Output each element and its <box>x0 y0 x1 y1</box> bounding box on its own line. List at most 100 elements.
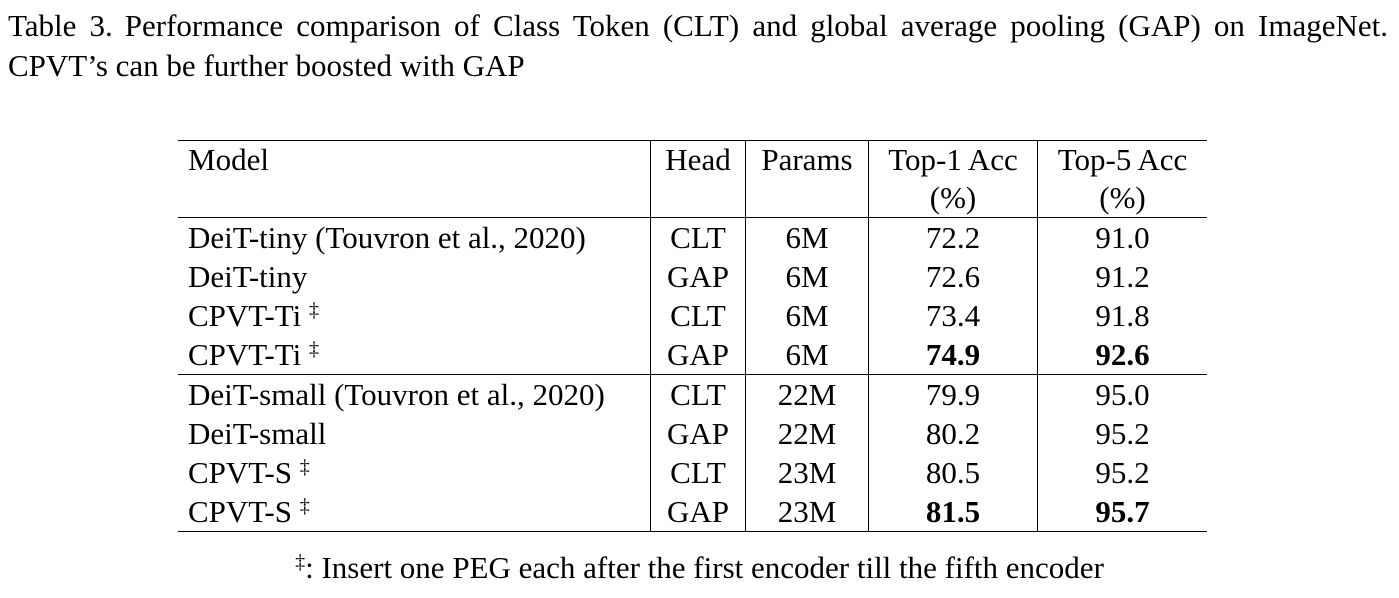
params-value: 6M <box>785 336 829 372</box>
top1-value: 72.2 <box>925 219 981 255</box>
footnote-mark: ‡ <box>295 551 306 573</box>
model-name: CPVT-Ti <box>188 336 302 372</box>
footnote-mark: ‡ <box>308 298 319 321</box>
table-row: CPVT-Ti ‡ CLT 6M 73.4 91.8 <box>178 296 1207 335</box>
model-cell: CPVT-S ‡ <box>178 492 651 532</box>
head-cell: CLT <box>650 453 746 492</box>
top5-value: 95.2 <box>1095 454 1150 490</box>
table-row: DeiT-tiny GAP 6M 72.6 91.2 <box>178 257 1207 296</box>
header-row: Model Head Params Top-1 Acc (%) Top-5 Acc (%) <box>178 140 1207 218</box>
table-row: CPVT-S ‡ GAP 23M 81.5 95.7 <box>178 492 1207 532</box>
table-row: DeiT-small GAP 22M 80.2 95.2 <box>178 414 1207 453</box>
footnote-mark: ‡ <box>299 455 310 478</box>
top1-value: 73.4 <box>925 297 981 333</box>
params-value: 6M <box>785 258 829 294</box>
header-text: Head <box>665 142 731 177</box>
table-row: DeiT-small (Touvron et al., 2020) CLT 22M 7… <box>178 374 1207 414</box>
top5-value: 91.8 <box>1095 297 1150 333</box>
header-cell: Model <box>178 141 651 218</box>
caption: Table 3. Performance comparison of Class … <box>8 6 1388 86</box>
top1-cell: 80.2 <box>868 414 1038 453</box>
top1-value: 79.9 <box>925 376 981 412</box>
model-cell: DeiT-small <box>178 414 651 453</box>
params-cell: 6M <box>745 335 869 375</box>
params-cell: 22M <box>745 414 869 453</box>
params-cell: 6M <box>745 217 869 257</box>
params-value: 6M <box>785 219 829 255</box>
top1-cell: 80.5 <box>868 453 1038 492</box>
top5-cell: 91.2 <box>1037 257 1207 296</box>
top5-cell: 92.6 <box>1037 335 1207 375</box>
header-text: Top-5 Acc <box>1057 142 1188 177</box>
params-cell: 23M <box>745 492 869 532</box>
header-text: Params <box>761 142 853 177</box>
head-value: GAP <box>666 493 729 529</box>
top5-value: 91.0 <box>1095 219 1150 255</box>
top1-cell: 73.4 <box>868 296 1038 335</box>
model-name: CPVT-Ti <box>188 297 302 333</box>
params-value: 6M <box>785 297 829 333</box>
top5-cell: 91.8 <box>1037 296 1207 335</box>
header-text: (%) <box>929 180 977 215</box>
head-value: CLT <box>670 376 726 412</box>
footnote-text: : Insert one PEG each after the first en… <box>305 550 1104 585</box>
model-cell: DeiT-small (Touvron et al., 2020) <box>178 374 651 414</box>
top1-value: 72.6 <box>925 258 981 294</box>
top1-cell: 72.2 <box>868 217 1038 257</box>
params-cell: 23M <box>745 453 869 492</box>
head-value: CLT <box>670 297 726 333</box>
params-cell: 6M <box>745 257 869 296</box>
header-text: (%) <box>1099 180 1146 215</box>
top1-cell: 79.9 <box>868 374 1038 414</box>
model-name: DeiT-tiny (Touvron et al., 2020) <box>188 219 586 255</box>
footnote-mark: ‡ <box>308 337 319 360</box>
top5-value: 95.2 <box>1095 415 1150 451</box>
head-cell: CLT <box>650 217 746 257</box>
top5-cell: 91.0 <box>1037 217 1207 257</box>
head-cell: GAP <box>650 414 746 453</box>
model-name: CPVT-S <box>188 454 292 490</box>
model-name: CPVT-S <box>188 493 292 529</box>
table-row: CPVT-Ti ‡ GAP 6M 74.9 92.6 <box>178 335 1207 375</box>
params-cell: 6M <box>745 296 869 335</box>
head-value: CLT <box>670 454 726 490</box>
head-cell: CLT <box>650 374 746 414</box>
model-name: DeiT-small <box>188 415 327 451</box>
head-value: GAP <box>666 415 729 451</box>
top5-value: 91.2 <box>1095 258 1150 294</box>
params-value: 23M <box>777 493 837 529</box>
model-cell: DeiT-tiny <box>178 257 651 296</box>
footnote-mark: ‡ <box>299 494 310 517</box>
header-cell: Top-1 Acc (%) <box>868 140 1038 218</box>
head-value: GAP <box>666 258 729 294</box>
table-row: DeiT-tiny (Touvron et al., 2020) CLT 6M 72.… <box>178 217 1207 257</box>
top1-value: 80.2 <box>925 415 981 451</box>
head-cell: GAP <box>650 335 746 375</box>
params-value: 23M <box>777 454 837 490</box>
header-cell: Top-5 Acc (%) <box>1037 140 1207 218</box>
header-cell: Head <box>650 140 746 218</box>
footnote: ‡: Insert one PEG each after the first e… <box>0 548 1399 588</box>
top5-cell: 95.2 <box>1037 414 1207 453</box>
params-value: 22M <box>777 415 837 451</box>
results-table: Model Head Params Top-1 Acc (%) Top-5 Acc (%) D… <box>178 140 1207 532</box>
top5-value: 95.0 <box>1095 376 1150 412</box>
caption-text: Performance comparison of Class Token (C… <box>8 8 1388 83</box>
top1-value: 80.5 <box>925 454 981 490</box>
model-name: DeiT-small (Touvron et al., 2020) <box>188 376 605 412</box>
head-value: CLT <box>670 219 726 255</box>
model-cell: CPVT-Ti ‡ <box>178 335 651 375</box>
header-text: Model <box>188 142 269 177</box>
top1-cell: 72.6 <box>868 257 1038 296</box>
top1-cell: 74.9 <box>868 335 1038 375</box>
top1-cell: 81.5 <box>868 492 1038 532</box>
top5-cell: 95.2 <box>1037 453 1207 492</box>
head-cell: GAP <box>650 257 746 296</box>
top5-value: 92.6 <box>1095 336 1150 372</box>
header-text: Top-1 Acc <box>888 142 1018 177</box>
table-row: CPVT-S ‡ CLT 23M 80.5 95.2 <box>178 453 1207 492</box>
model-cell: CPVT-S ‡ <box>178 453 651 492</box>
head-cell: CLT <box>650 296 746 335</box>
params-value: 22M <box>777 376 837 412</box>
